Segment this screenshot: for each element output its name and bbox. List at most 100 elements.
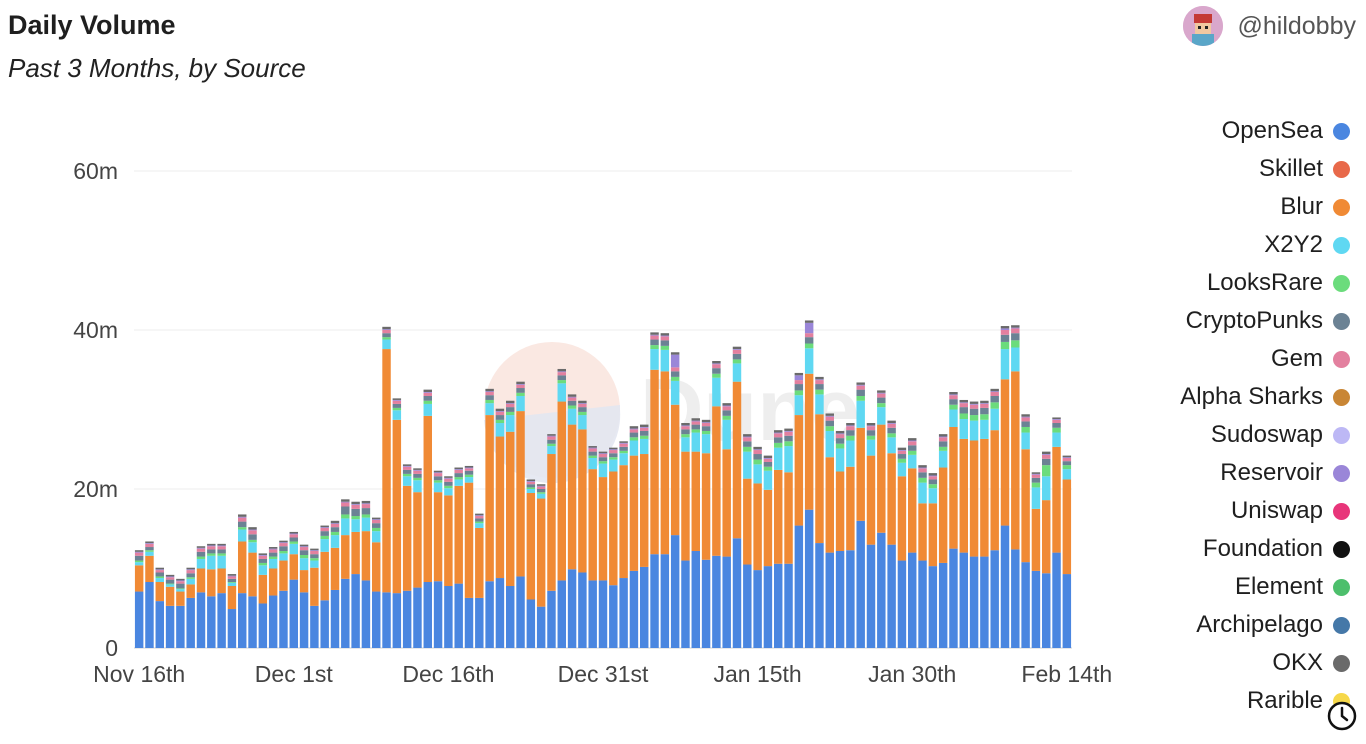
bar-stack[interactable] (1042, 451, 1051, 648)
bar-segment[interactable] (464, 465, 474, 468)
bar-stack[interactable] (1021, 414, 1030, 648)
bar-segment[interactable] (588, 448, 597, 452)
bar-segment[interactable] (938, 467, 948, 563)
bar-stack[interactable] (949, 392, 958, 649)
bar-segment[interactable] (866, 455, 876, 545)
bar-segment[interactable] (433, 473, 443, 477)
bar-segment[interactable] (763, 466, 773, 471)
bar-segment[interactable] (495, 578, 505, 648)
bar-segment[interactable] (701, 453, 711, 560)
bar-segment[interactable] (897, 450, 907, 451)
bar-segment[interactable] (310, 550, 319, 552)
bar-segment[interactable] (681, 437, 690, 452)
bar-segment[interactable] (361, 504, 371, 509)
bar-segment[interactable] (145, 551, 154, 556)
bar-segment[interactable] (330, 547, 340, 590)
bar-stack[interactable] (815, 376, 824, 648)
bar-segment[interactable] (516, 384, 525, 389)
bar-stack[interactable] (846, 423, 855, 649)
bar-segment[interactable] (877, 407, 886, 425)
bar-segment[interactable] (1052, 552, 1061, 648)
bar-segment[interactable] (897, 476, 907, 561)
bar-segment[interactable] (825, 416, 834, 421)
bar-segment[interactable] (207, 545, 216, 547)
bar-segment[interactable] (165, 584, 175, 587)
bar-segment[interactable] (959, 413, 968, 420)
bar-segment[interactable] (887, 544, 896, 648)
bar-segment[interactable] (444, 477, 453, 479)
bar-segment[interactable] (165, 605, 175, 648)
bar-segment[interactable] (732, 359, 742, 364)
bar-segment[interactable] (732, 381, 742, 539)
bar-segment[interactable] (268, 558, 278, 569)
bar-segment[interactable] (732, 346, 742, 350)
bar-segment[interactable] (506, 585, 515, 648)
bar-segment[interactable] (660, 333, 670, 336)
bar-segment[interactable] (217, 568, 226, 594)
bar-segment[interactable] (310, 560, 319, 568)
bar-stack[interactable] (464, 465, 474, 648)
bar-segment[interactable] (454, 469, 463, 470)
bar-segment[interactable] (227, 576, 237, 579)
bar-segment[interactable] (516, 384, 525, 385)
bar-segment[interactable] (207, 569, 216, 597)
bar-segment[interactable] (753, 459, 762, 465)
bar-segment[interactable] (567, 396, 577, 398)
bar-segment[interactable] (145, 555, 154, 583)
bar-stack[interactable] (660, 333, 670, 648)
bar-segment[interactable] (423, 400, 432, 404)
bar-segment[interactable] (372, 527, 381, 532)
bar-segment[interactable] (1062, 458, 1072, 462)
bar-stack[interactable] (918, 465, 927, 648)
bar-segment[interactable] (928, 479, 938, 485)
bar-segment[interactable] (722, 405, 731, 407)
bar-segment[interactable] (413, 468, 422, 470)
bar-segment[interactable] (372, 542, 381, 592)
bar-segment[interactable] (176, 588, 185, 590)
bar-segment[interactable] (701, 423, 711, 427)
bar-segment[interactable] (990, 391, 999, 393)
bar-segment[interactable] (433, 482, 443, 493)
bar-segment[interactable] (670, 376, 680, 381)
bar-segment[interactable] (330, 589, 340, 648)
bar-segment[interactable] (155, 601, 164, 649)
bar-segment[interactable] (320, 600, 329, 648)
bar-stack[interactable] (897, 447, 907, 648)
bar-segment[interactable] (650, 349, 659, 370)
bar-segment[interactable] (238, 593, 247, 648)
bar-segment[interactable] (856, 427, 865, 521)
bar-segment[interactable] (609, 459, 618, 472)
legend-item[interactable]: Alpha Sharks (1180, 378, 1350, 416)
bar-segment[interactable] (444, 485, 453, 489)
bar-segment[interactable] (134, 550, 144, 552)
bar-stack[interactable] (547, 434, 556, 648)
bar-segment[interactable] (959, 403, 968, 408)
bar-segment[interactable] (526, 484, 536, 488)
bar-segment[interactable] (609, 457, 618, 460)
bar-segment[interactable] (825, 413, 834, 416)
bar-segment[interactable] (433, 472, 443, 474)
bar-segment[interactable] (660, 345, 670, 350)
bar-segment[interactable] (959, 402, 968, 404)
bar-segment[interactable] (289, 533, 298, 535)
bar-stack[interactable] (248, 527, 257, 649)
bar-segment[interactable] (186, 573, 195, 578)
bar-segment[interactable] (392, 407, 402, 411)
bar-segment[interactable] (341, 535, 350, 579)
bar-segment[interactable] (341, 502, 350, 507)
bar-segment[interactable] (258, 574, 268, 604)
bar-segment[interactable] (413, 473, 422, 478)
bar-segment[interactable] (299, 550, 309, 555)
bar-segment[interactable] (825, 457, 834, 553)
bar-segment[interactable] (557, 380, 566, 384)
bar-segment[interactable] (918, 560, 927, 648)
bar-segment[interactable] (949, 392, 958, 395)
bar-segment[interactable] (155, 567, 164, 570)
bar-segment[interactable] (372, 531, 381, 543)
bar-segment[interactable] (640, 424, 649, 427)
bar-segment[interactable] (619, 441, 628, 443)
bar-segment[interactable] (701, 434, 711, 454)
bar-segment[interactable] (423, 403, 432, 416)
bar-segment[interactable] (784, 446, 793, 473)
bar-segment[interactable] (1000, 341, 1010, 350)
